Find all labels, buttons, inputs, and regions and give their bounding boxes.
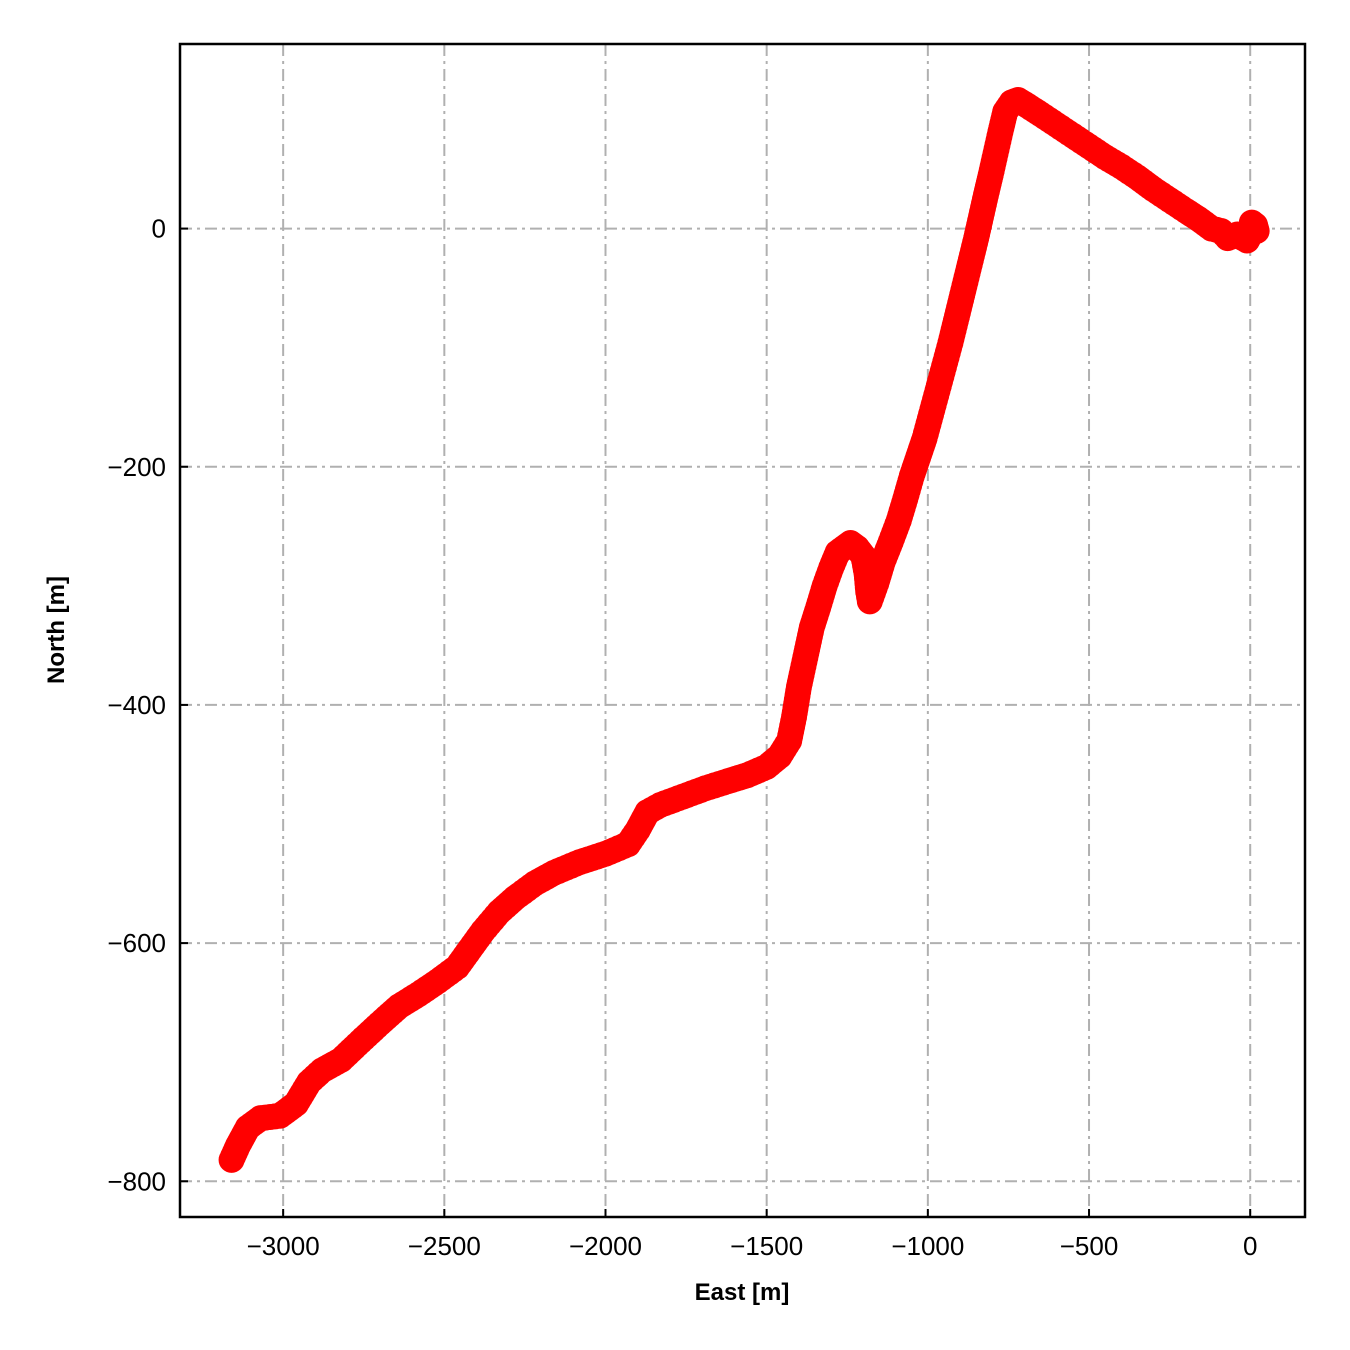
y-tick-label: 0 (152, 214, 166, 244)
x-tick-label: −1000 (891, 1231, 964, 1261)
x-tick-label: −500 (1060, 1231, 1119, 1261)
y-axis-title: North [m] (43, 576, 70, 684)
axis-ticks: −3000 −2500 −2000 −1500 −1000 −500 0 0 −200 −400 −… (107, 214, 1257, 1261)
x-tick-label: −2000 (569, 1231, 642, 1261)
x-tick-label: −3000 (247, 1231, 320, 1261)
trajectory-point (1243, 217, 1270, 244)
x-tick-label: −2500 (408, 1231, 481, 1261)
x-tick-label: 0 (1243, 1231, 1257, 1261)
x-tick-label: −1500 (730, 1231, 803, 1261)
y-tick-label: −200 (107, 452, 166, 482)
grid (180, 44, 1305, 1217)
y-tick-label: −400 (107, 690, 166, 720)
plot-frame (178, 42, 1307, 1219)
x-axis-title: East [m] (695, 1279, 790, 1306)
trajectory-points (218, 86, 1270, 1173)
y-tick-label: −800 (107, 1166, 166, 1196)
y-tick-label: −600 (107, 928, 166, 958)
